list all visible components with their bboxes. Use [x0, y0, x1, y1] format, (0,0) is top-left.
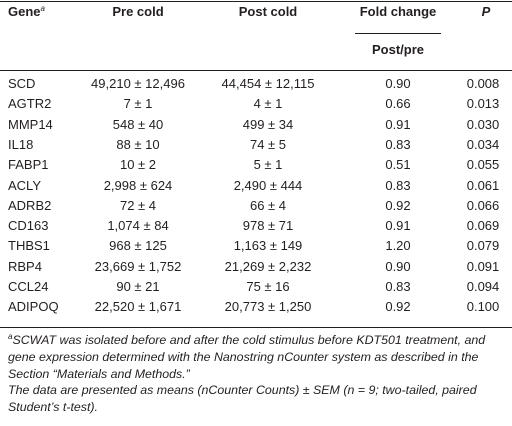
cell-p-value: 0.030 [466, 116, 500, 132]
cell-gene: IL18 [8, 136, 34, 152]
cell-post-cold: 5 ± 1 [253, 157, 283, 173]
cell-pre-cold: 1,074 ± 84 [107, 218, 169, 234]
cell-p-value: 0.079 [466, 238, 500, 254]
footnote-text: The data are presented as means (nCounte… [8, 383, 477, 414]
cell-pre-cold: 88 ± 10 [116, 136, 160, 152]
cell-fold-change: 0.91 [385, 218, 411, 234]
cell-fold-change: 0.91 [385, 116, 411, 132]
cell-p-value: 0.034 [466, 136, 500, 152]
cell-gene: ACLY [8, 177, 41, 193]
cell-pre-cold: 7 ± 1 [123, 96, 153, 112]
cell-post-cold: 75 ± 16 [246, 279, 290, 294]
fold-rule [355, 33, 441, 34]
cell-gene: CCL24 [8, 279, 49, 294]
cell-post-cold: 20,773 ± 1,250 [224, 299, 312, 315]
header-post: Post cold [238, 4, 298, 19]
cell-fold-change: 0.83 [385, 279, 411, 294]
cell-p-value: 0.008 [466, 76, 500, 91]
header-gene-text: Gene [8, 4, 41, 19]
header-pre: Pre cold [112, 4, 164, 19]
cell-pre-cold: 10 ± 2 [119, 157, 157, 173]
cell-p-value: 0.100 [466, 299, 500, 315]
cell-p-value: 0.061 [466, 177, 500, 193]
cell-gene: FABP1 [8, 157, 49, 173]
cell-post-cold: 499 ± 34 [242, 116, 294, 132]
cell-fold-change: 0.90 [385, 258, 411, 274]
cell-post-cold: 2,490 ± 444 [233, 177, 303, 193]
cell-p-value: 0.069 [466, 218, 500, 234]
cell-gene: RBP4 [8, 258, 42, 274]
cell-fold-change: 0.51 [385, 157, 411, 173]
header-rule [0, 70, 512, 71]
footnote-marker: a [8, 332, 13, 341]
cell-pre-cold: 90 ± 21 [116, 279, 160, 294]
cell-pre-cold: 23,669 ± 1,752 [94, 258, 182, 274]
cell-post-cold: 978 ± 71 [242, 218, 294, 234]
cell-fold-change: 0.83 [385, 177, 411, 193]
cell-p-value: 0.091 [466, 258, 500, 274]
cell-pre-cold: 22,520 ± 1,671 [94, 299, 182, 315]
cell-pre-cold: 2,998 ± 624 [103, 177, 173, 193]
cell-pre-cold: 49,210 ± 12,496 [91, 76, 185, 91]
cell-p-value: 0.055 [466, 157, 500, 173]
cell-pre-cold: 968 ± 125 [109, 238, 167, 254]
cell-fold-change: 0.90 [385, 76, 411, 91]
cell-post-cold: 44,454 ± 12,115 [221, 76, 315, 91]
cell-fold-change: 0.92 [385, 197, 411, 213]
cell-post-cold: 1,163 ± 149 [233, 238, 303, 254]
cell-pre-cold: 548 ± 40 [112, 116, 164, 132]
cell-gene: CD163 [8, 218, 49, 234]
cell-post-cold: 66 ± 4 [249, 197, 287, 213]
cell-post-cold: 74 ± 5 [249, 136, 287, 152]
bottom-rule [0, 327, 512, 328]
cell-gene: AGTR2 [8, 96, 52, 112]
cell-pre-cold: 72 ± 4 [119, 197, 157, 213]
header-p: P [481, 4, 491, 19]
footnote: aSCWAT was isolated before and after the… [8, 332, 506, 382]
cell-gene: MMP14 [8, 116, 53, 132]
cell-p-value: 0.013 [466, 96, 500, 112]
cell-fold-change: 0.83 [385, 136, 411, 152]
cell-gene: SCD [8, 76, 36, 91]
cell-p-value: 0.066 [466, 197, 500, 213]
header-superscript: a [40, 4, 45, 13]
footnote: The data are presented as means (nCounte… [8, 382, 506, 416]
header-gene: Genea [8, 4, 45, 20]
cell-p-value: 0.094 [466, 279, 500, 294]
cell-gene: ADRB2 [8, 197, 52, 213]
cell-fold-change: 0.92 [385, 299, 411, 315]
cell-fold-change: 1.20 [385, 238, 411, 254]
cell-post-cold: 21,269 ± 2,232 [224, 258, 312, 274]
header-fold-sub: Post/pre [371, 42, 425, 57]
top-rule [0, 1, 512, 2]
header-fold: Fold change [359, 4, 437, 19]
cell-post-cold: 4 ± 1 [253, 96, 283, 112]
cell-gene: ADIPOQ [8, 299, 59, 315]
footnote-text: SCWAT was isolated before and after the … [8, 333, 486, 381]
cell-fold-change: 0.66 [385, 96, 411, 112]
cell-gene: THBS1 [8, 238, 50, 254]
